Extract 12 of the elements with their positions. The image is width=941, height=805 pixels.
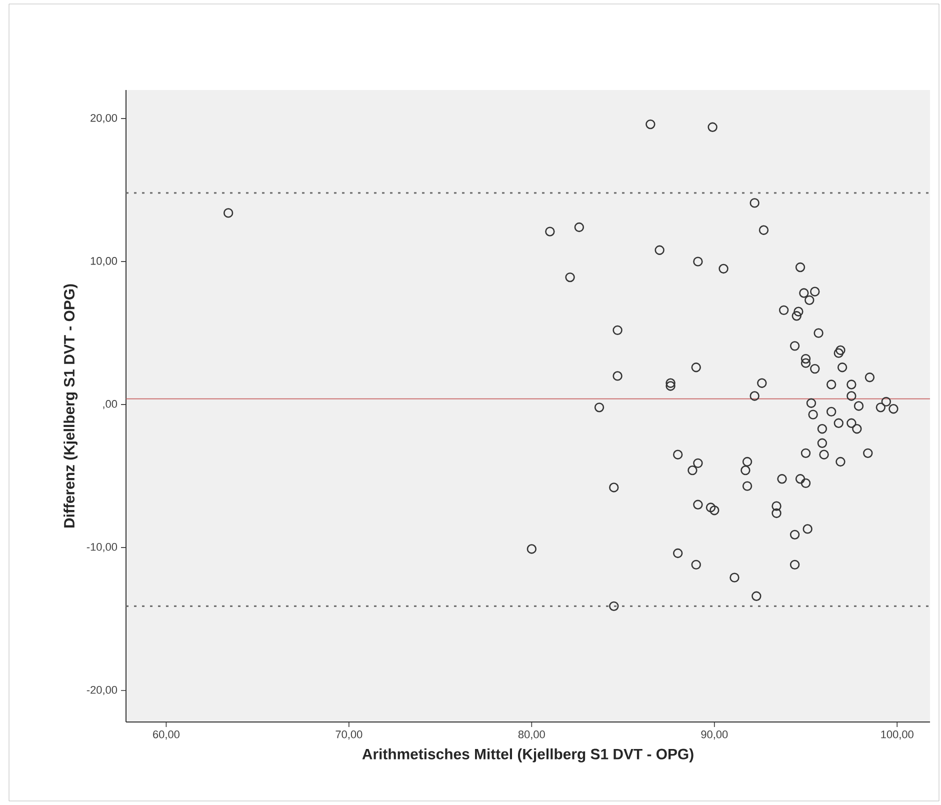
y-tick-label: 20,00 (90, 114, 118, 124)
x-tick-label: 80,00 (518, 730, 545, 740)
x-tick-label: 90,00 (701, 730, 728, 740)
y-tick-label: -20,00 (86, 686, 118, 696)
y-axis-title: Differenz (Kjellberg S1 DVT - OPG) (64, 284, 78, 528)
y-tick-label: 10,00 (90, 257, 118, 266)
y-tick-label: -10,00 (86, 543, 118, 552)
x-tick-label: 100,00 (881, 730, 914, 740)
x-axis-title: Arithmetisches Mittel (Kjellberg S1 DVT - OPG) (362, 748, 694, 762)
x-tick-label: 60,00 (153, 730, 180, 740)
y-tick-label: ,00 (103, 400, 118, 410)
x-tick-label: 70,00 (336, 730, 362, 740)
